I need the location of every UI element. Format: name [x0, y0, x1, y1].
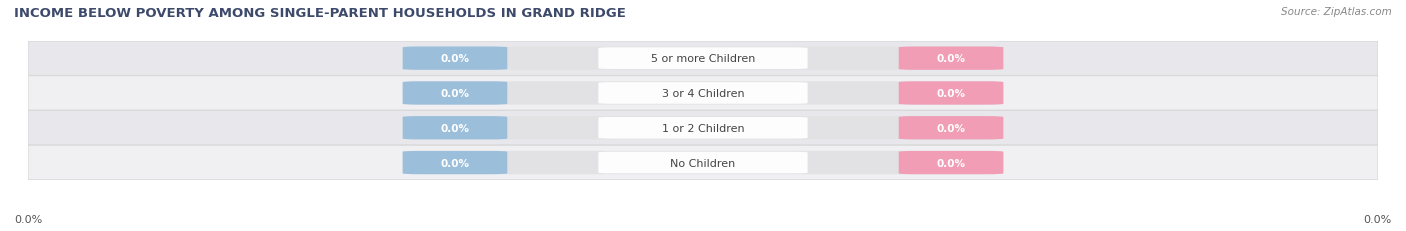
- FancyBboxPatch shape: [898, 47, 1004, 70]
- Text: INCOME BELOW POVERTY AMONG SINGLE-PARENT HOUSEHOLDS IN GRAND RIDGE: INCOME BELOW POVERTY AMONG SINGLE-PARENT…: [14, 7, 626, 20]
- Text: 0.0%: 0.0%: [936, 54, 966, 64]
- FancyBboxPatch shape: [599, 48, 807, 70]
- FancyBboxPatch shape: [402, 47, 1004, 70]
- FancyBboxPatch shape: [599, 83, 807, 104]
- Text: 0.0%: 0.0%: [440, 88, 470, 99]
- Text: 0.0%: 0.0%: [440, 123, 470, 133]
- FancyBboxPatch shape: [402, 117, 1004, 140]
- Text: No Children: No Children: [671, 158, 735, 168]
- FancyBboxPatch shape: [599, 118, 807, 139]
- Text: 0.0%: 0.0%: [936, 123, 966, 133]
- Text: 1 or 2 Children: 1 or 2 Children: [662, 123, 744, 133]
- FancyBboxPatch shape: [402, 47, 508, 70]
- FancyBboxPatch shape: [402, 151, 508, 174]
- Text: Source: ZipAtlas.com: Source: ZipAtlas.com: [1281, 7, 1392, 17]
- FancyBboxPatch shape: [599, 152, 807, 174]
- Text: 0.0%: 0.0%: [440, 54, 470, 64]
- Text: 3 or 4 Children: 3 or 4 Children: [662, 88, 744, 99]
- FancyBboxPatch shape: [402, 151, 1004, 174]
- Text: 5 or more Children: 5 or more Children: [651, 54, 755, 64]
- Text: 0.0%: 0.0%: [936, 158, 966, 168]
- FancyBboxPatch shape: [402, 82, 508, 105]
- Text: 0.0%: 0.0%: [14, 214, 42, 224]
- FancyBboxPatch shape: [898, 82, 1004, 105]
- FancyBboxPatch shape: [898, 151, 1004, 174]
- Text: 0.0%: 0.0%: [1364, 214, 1392, 224]
- Text: 0.0%: 0.0%: [936, 88, 966, 99]
- FancyBboxPatch shape: [28, 42, 1378, 76]
- Text: 0.0%: 0.0%: [440, 158, 470, 168]
- FancyBboxPatch shape: [28, 111, 1378, 145]
- FancyBboxPatch shape: [898, 117, 1004, 140]
- FancyBboxPatch shape: [28, 76, 1378, 111]
- FancyBboxPatch shape: [28, 146, 1378, 180]
- FancyBboxPatch shape: [402, 117, 508, 140]
- FancyBboxPatch shape: [402, 82, 1004, 105]
